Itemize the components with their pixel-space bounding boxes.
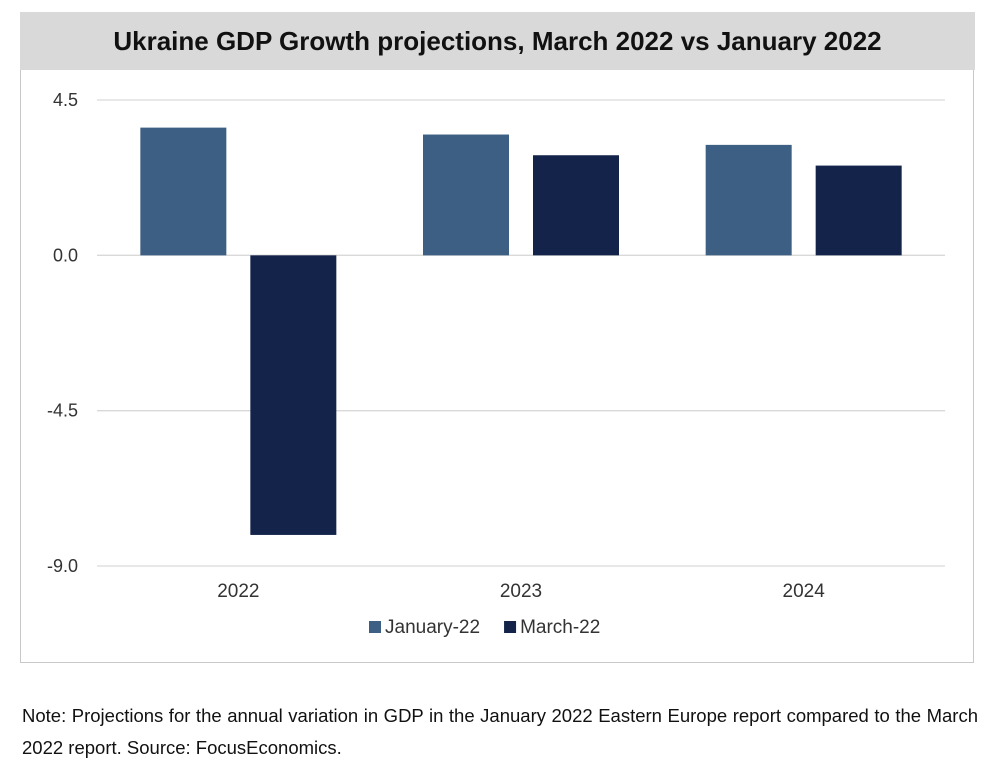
legend-swatch-0 xyxy=(369,621,381,633)
source-note: Note: Projections for the annual variati… xyxy=(22,705,978,758)
bar-january-22-2022 xyxy=(140,127,227,256)
y-tick-label-0: 4.5 xyxy=(53,90,78,110)
bar-march-22-2024 xyxy=(815,165,902,256)
y-tick-label-2: -4.5 xyxy=(47,401,78,421)
legend-label-1: March-22 xyxy=(520,617,600,638)
x-tick-label-2023: 2023 xyxy=(500,581,542,602)
x-tick-label-2024: 2024 xyxy=(783,581,826,602)
bar-chart: 4.5 0.0 -4.5 -9.0 2022 2023 2024 January-22 Marc… xyxy=(47,90,945,638)
legend-label-0: January-22 xyxy=(385,617,480,638)
bar-march-22-2023 xyxy=(533,155,619,256)
y-tick-label-3: -9.0 xyxy=(47,556,78,576)
bar-january-22-2024 xyxy=(705,144,792,256)
chart-frame xyxy=(20,70,974,663)
x-tick-label-2022: 2022 xyxy=(217,581,259,602)
chart-title: Ukraine GDP Growth projections, March 20… xyxy=(20,12,975,70)
y-tick-label-1: 0.0 xyxy=(53,245,78,265)
legend-swatch-1 xyxy=(504,621,517,633)
bar-january-22-2023 xyxy=(423,134,509,256)
bar-march-22-2022 xyxy=(250,255,337,535)
